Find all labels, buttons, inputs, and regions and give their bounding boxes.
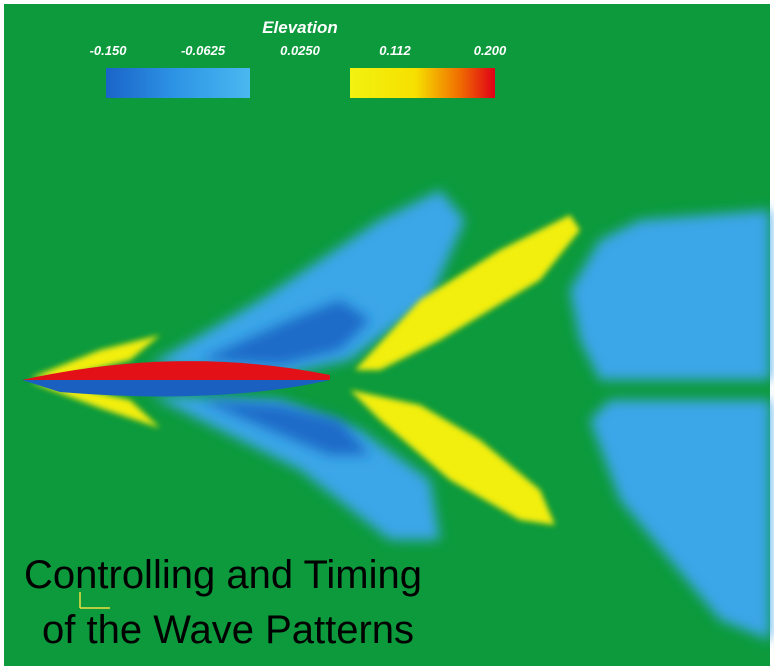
colorbar-tick: -0.150: [90, 43, 128, 58]
hull-bottom: [22, 380, 330, 397]
colorbar-positive: [350, 68, 495, 98]
colorbar-tick: 0.112: [379, 43, 411, 58]
colorbar-negative: [106, 68, 250, 98]
colorbar-tick: -0.0625: [181, 43, 226, 58]
colorbar-tick: 0.200: [474, 43, 507, 58]
colorbar-tick: 0.0250: [280, 43, 321, 58]
colorbar-title: Elevation: [262, 18, 338, 37]
axes-icon: [79, 592, 110, 609]
caption-line: of the Wave Patterns: [42, 608, 414, 652]
wave-field: [22, 190, 770, 640]
colorbar: Elevation -0.150 -0.0625 0.0250 0.112 0.…: [90, 18, 507, 98]
hull-top: [22, 361, 330, 380]
caption-line: Controlling and Timing: [24, 553, 422, 597]
